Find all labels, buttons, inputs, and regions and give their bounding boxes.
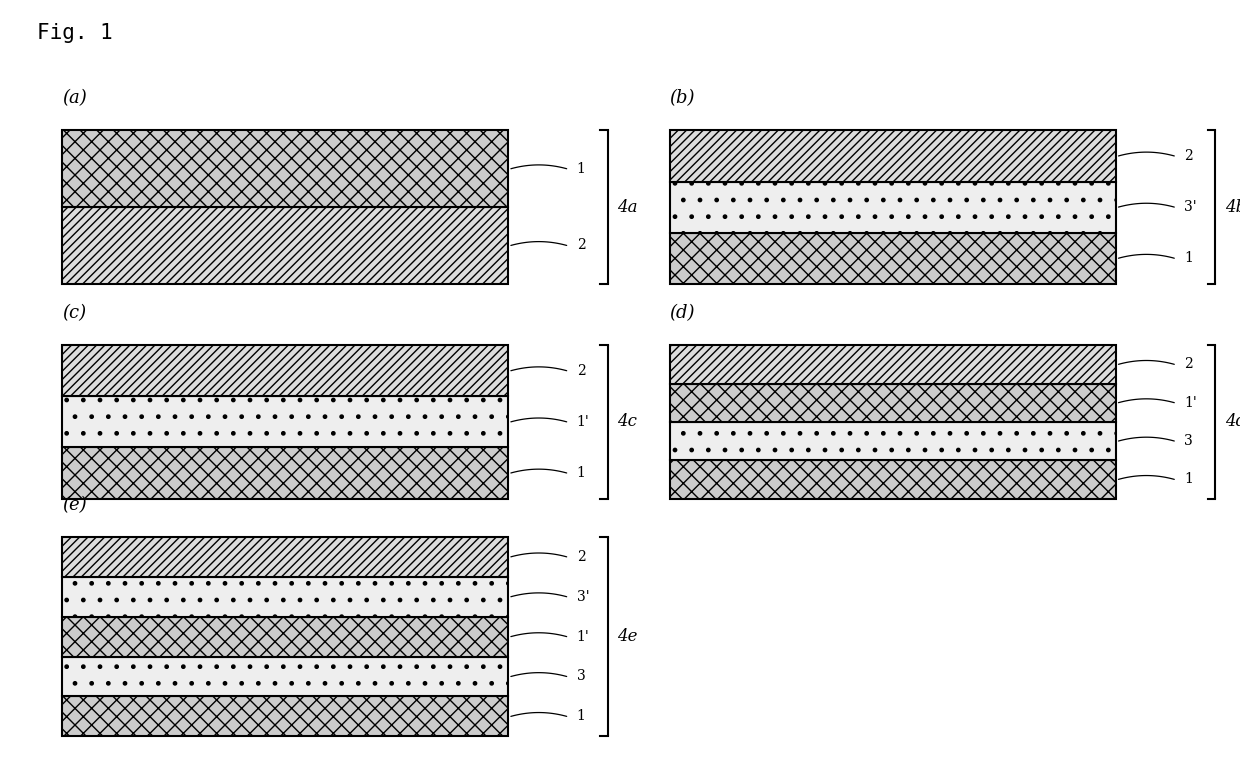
Text: 4d: 4d [1225, 413, 1240, 430]
Bar [670, 460, 1116, 499]
Bar [62, 207, 508, 284]
Text: 1: 1 [577, 709, 585, 723]
Text: (b): (b) [670, 90, 696, 107]
Text: (d): (d) [670, 304, 696, 322]
Bar [62, 130, 508, 207]
Text: 4c: 4c [618, 413, 637, 430]
Text: 3': 3' [1184, 200, 1197, 214]
Bar [62, 345, 508, 397]
Text: 4a: 4a [618, 199, 639, 216]
Text: 1': 1' [1184, 396, 1197, 410]
Text: 4e: 4e [618, 628, 639, 645]
Bar [62, 397, 508, 447]
Bar [670, 384, 1116, 422]
Text: 2: 2 [1184, 357, 1193, 371]
Bar [62, 577, 508, 617]
Bar [670, 130, 1116, 182]
Bar [670, 182, 1116, 232]
Text: 1: 1 [1184, 252, 1193, 265]
Text: 1: 1 [577, 162, 585, 176]
Bar [670, 422, 1116, 460]
Text: 2: 2 [577, 239, 585, 252]
Text: 2: 2 [577, 364, 585, 377]
Text: 4b: 4b [1225, 199, 1240, 216]
Bar [62, 617, 508, 657]
Text: 3: 3 [1184, 434, 1193, 448]
Text: 1: 1 [1184, 472, 1193, 486]
Bar [62, 537, 508, 577]
Text: 1: 1 [577, 466, 585, 480]
Text: 1': 1' [577, 415, 589, 429]
Text: (a): (a) [62, 90, 87, 107]
Bar [670, 345, 1116, 384]
Text: 3': 3' [577, 590, 589, 604]
Text: 2: 2 [577, 550, 585, 564]
Text: 3: 3 [577, 670, 585, 683]
Text: (e): (e) [62, 496, 87, 514]
Bar [62, 657, 508, 696]
Text: 2: 2 [1184, 149, 1193, 163]
Text: (c): (c) [62, 304, 86, 322]
Bar [62, 696, 508, 736]
Text: 1': 1' [577, 630, 589, 644]
Text: Fig. 1: Fig. 1 [37, 23, 113, 43]
Bar [670, 232, 1116, 284]
Bar [62, 447, 508, 499]
